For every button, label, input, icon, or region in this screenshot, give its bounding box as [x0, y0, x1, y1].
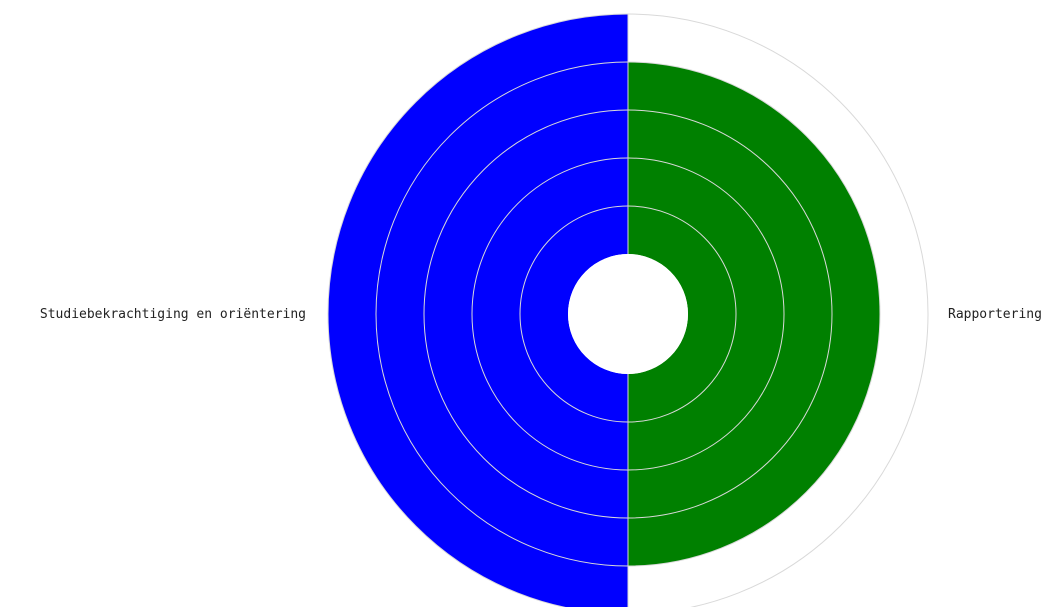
center-hole	[568, 254, 688, 374]
category-label-rapportering: Rapportering	[948, 307, 1042, 322]
category-label-studiebekrachtiging-en-orientering: Studiebekrachtiging en oriëntering	[40, 307, 306, 322]
bar-rapportering	[628, 62, 880, 566]
bar-group	[328, 14, 880, 607]
bar-studiebekrachtiging-en-orientering	[328, 14, 628, 607]
label-group: Studiebekrachtiging en oriëntering Rappor…	[40, 307, 1042, 322]
gridline-group	[327, 13, 929, 607]
